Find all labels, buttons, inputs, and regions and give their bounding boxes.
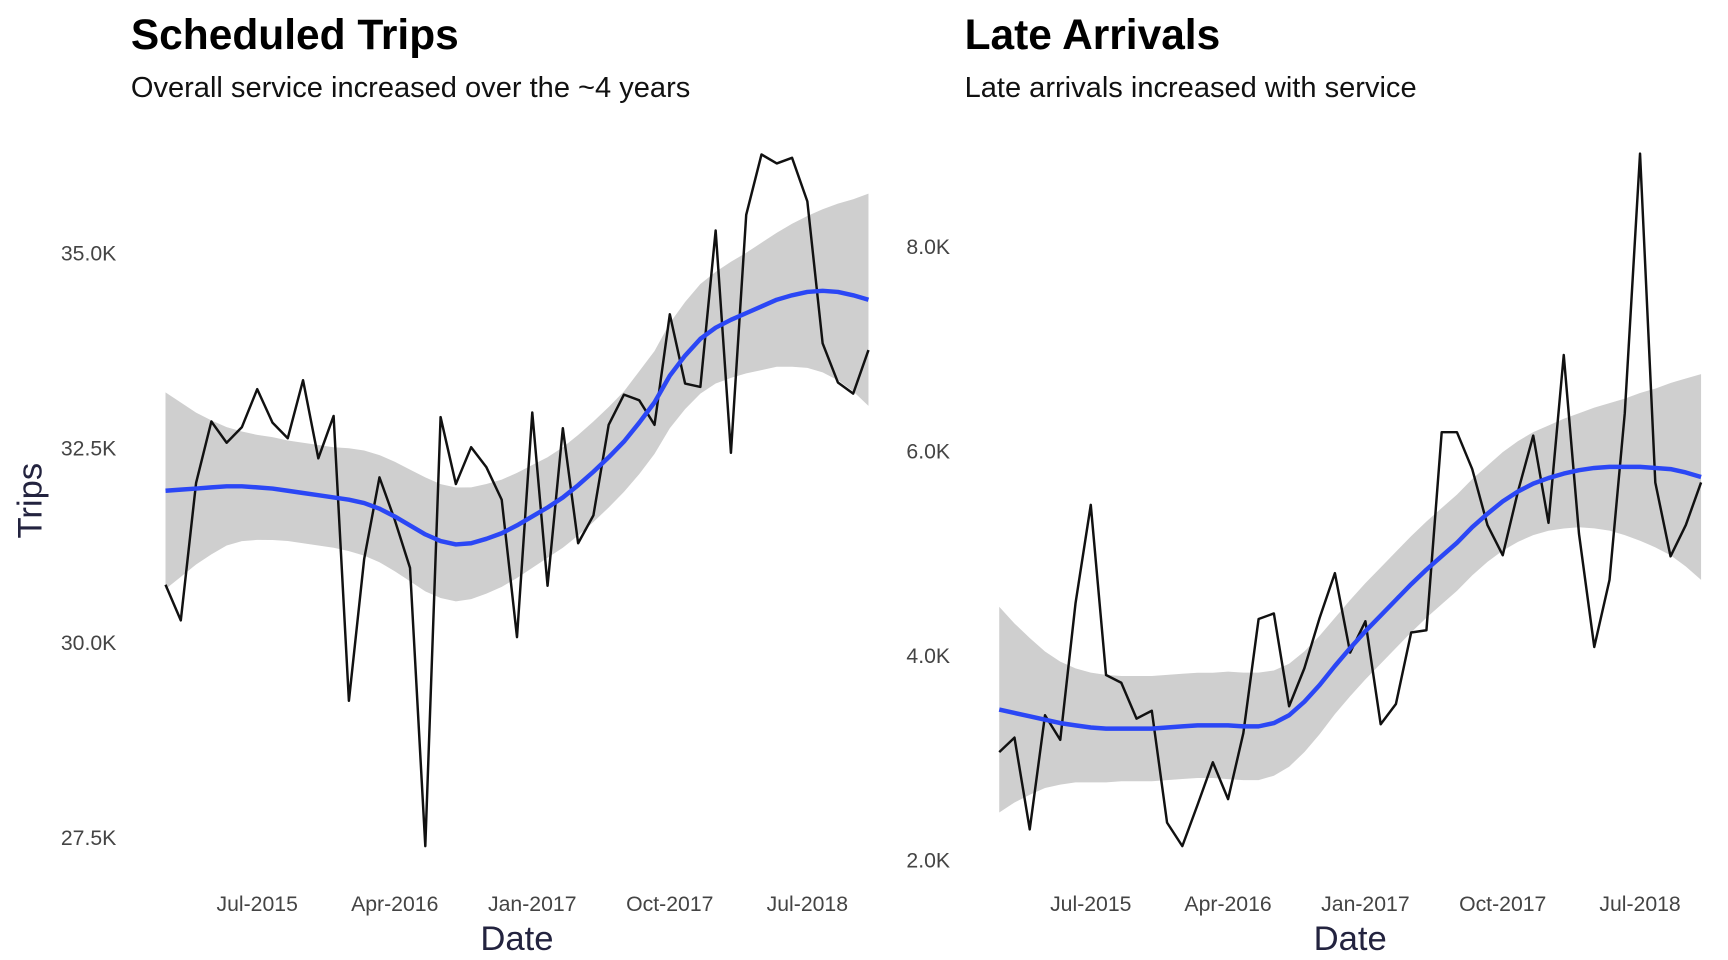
smooth-line: [998, 464, 1702, 731]
x-tick-label: Jul-2018: [767, 893, 848, 916]
smooth-line: [165, 288, 870, 547]
chart-title: Scheduled Trips: [131, 11, 459, 58]
x-tick-label: Jan-2017: [488, 893, 576, 916]
y-tick-label: 6.0K: [906, 441, 950, 464]
x-tick-label: Jan-2017: [1321, 893, 1409, 916]
x-axis-title: Date: [480, 920, 553, 958]
confidence-band: [165, 193, 869, 602]
y-tick-label: 32.5K: [61, 437, 116, 460]
x-axis-title: Date: [1314, 920, 1387, 958]
chart-subtitle: Late arrivals increased with service: [965, 72, 1417, 104]
y-tick-label: 2.0K: [906, 849, 950, 872]
confidence-band: [999, 374, 1702, 813]
chart-title: Late Arrivals: [965, 11, 1221, 58]
data-line: [998, 152, 1703, 848]
y-tick-label: 35.0K: [61, 243, 116, 266]
x-tick-label: Apr-2016: [351, 893, 438, 916]
y-tick-label: 27.5K: [61, 827, 116, 850]
x-tick-label: Jul-2015: [1050, 893, 1131, 916]
x-tick-label: Oct-2017: [1459, 893, 1546, 916]
y-tick-label: 8.0K: [906, 236, 950, 259]
y-tick-label: 30.0K: [61, 632, 116, 655]
x-tick-label: Jul-2015: [217, 893, 298, 916]
x-tick-label: Jul-2018: [1599, 893, 1680, 916]
chart-subtitle: Overall service increased over the ~4 ye…: [131, 72, 690, 104]
x-tick-label: Oct-2017: [626, 893, 713, 916]
x-tick-label: Apr-2016: [1184, 893, 1271, 916]
y-tick-label: 4.0K: [906, 645, 950, 668]
y-axis-title: Trips: [11, 463, 49, 539]
data-line: [164, 153, 870, 848]
